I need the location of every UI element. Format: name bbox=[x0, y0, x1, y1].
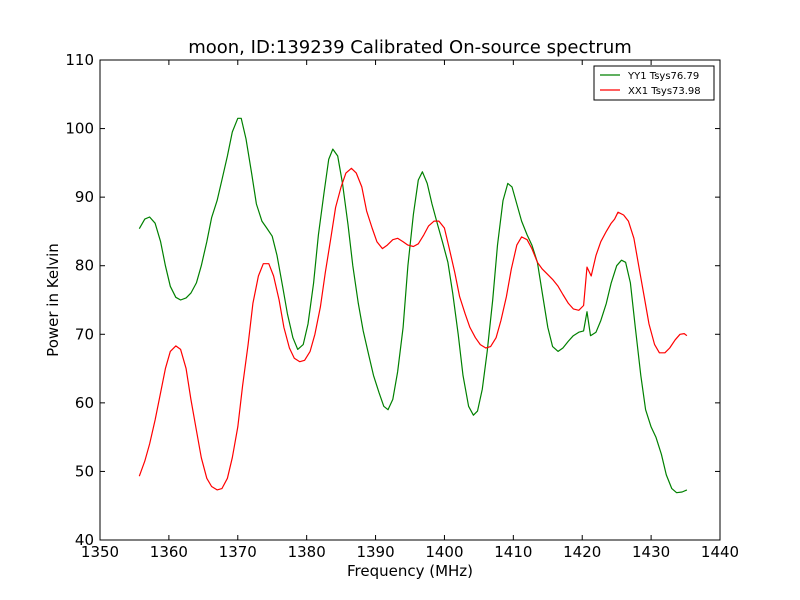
x-tick-label: 1440 bbox=[701, 543, 739, 561]
y-tick-label: 110 bbox=[65, 51, 94, 69]
x-tick-label: 1420 bbox=[563, 543, 601, 561]
y-tick-label: 40 bbox=[75, 531, 94, 549]
series-line-yy1 bbox=[138, 117, 688, 494]
ticks-layer: 1350 1360 1370 1380 1390 1400 1410 1420 1430 1440… bbox=[65, 51, 739, 561]
y-tick-label: 60 bbox=[75, 394, 94, 412]
chart-title: moon, ID:139239 Calibrated On-source spe… bbox=[188, 37, 632, 58]
x-tick-label: 1390 bbox=[356, 543, 394, 561]
plot-frame bbox=[99, 59, 721, 541]
x-tick-label: 1410 bbox=[494, 543, 532, 561]
x-tick-label: 1430 bbox=[632, 543, 670, 561]
y-tick-label: 70 bbox=[75, 325, 94, 343]
x-tick-label: 1370 bbox=[219, 543, 257, 561]
y-tick-label: 50 bbox=[75, 462, 94, 480]
series-line-xx1 bbox=[138, 167, 688, 491]
legend-entry: YY1 Tsys76.79 bbox=[627, 71, 699, 82]
x-tick-label: 1380 bbox=[288, 543, 326, 561]
x-tick-label: 1360 bbox=[150, 543, 188, 561]
legend: YY1 Tsys76.79 XX1 Tsys73.98 bbox=[593, 65, 715, 101]
x-tick-label: 1400 bbox=[425, 543, 463, 561]
x-axis-label: Frequency (MHz) bbox=[347, 562, 473, 580]
series-layer bbox=[138, 117, 688, 494]
y-tick-label: 90 bbox=[75, 188, 94, 206]
y-tick-label: 100 bbox=[65, 120, 94, 138]
x-tick-label: 1350 bbox=[81, 543, 119, 561]
y-axis-label: Power in Kelvin bbox=[44, 243, 62, 357]
legend-box bbox=[593, 65, 715, 101]
y-tick-label: 80 bbox=[75, 257, 94, 275]
legend-entry: XX1 Tsys73.98 bbox=[628, 86, 701, 97]
plot-area bbox=[100, 60, 720, 540]
